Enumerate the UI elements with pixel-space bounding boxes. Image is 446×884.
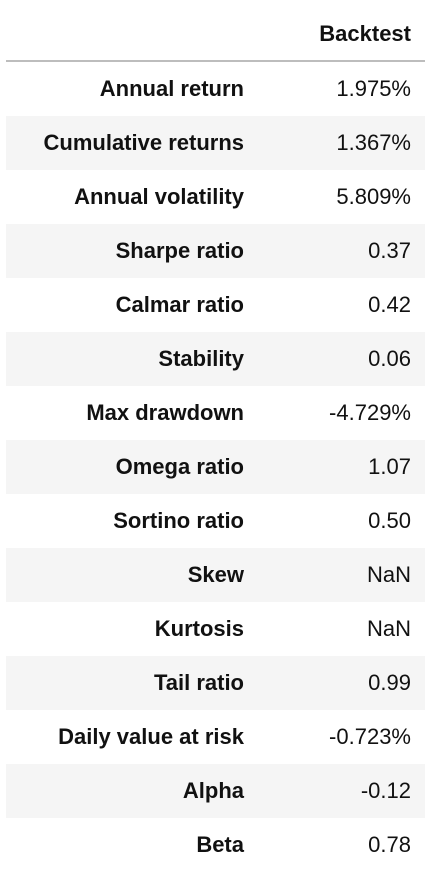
row-value: 0.06 xyxy=(368,346,411,371)
table-row: Sharpe ratio 0.37 xyxy=(6,224,425,278)
table-row: Cumulative returns 1.367% xyxy=(6,116,425,170)
row-label: Annual volatility xyxy=(74,184,244,209)
row-value: NaN xyxy=(366,562,411,587)
performance-stats-table: Backtest Annual return 1.975% Cumulative… xyxy=(6,8,425,872)
header-row: Backtest xyxy=(6,8,425,62)
backtest-column-header: Backtest xyxy=(270,8,425,62)
row-value: 0.42 xyxy=(368,292,411,317)
table-row: Annual return 1.975% xyxy=(6,61,425,116)
row-label: Kurtosis xyxy=(154,616,244,641)
row-value: 1.367% xyxy=(336,130,411,155)
table-row: Calmar ratio 0.42 xyxy=(6,278,425,332)
row-value: 5.809% xyxy=(336,184,411,209)
row-value: 0.99 xyxy=(368,670,411,695)
row-value: 1.07 xyxy=(368,454,411,479)
row-label: Calmar ratio xyxy=(115,292,244,317)
row-value: -0.723% xyxy=(329,724,411,749)
row-label: Daily value at risk xyxy=(58,724,244,749)
row-label: Cumulative returns xyxy=(43,130,245,155)
row-label: Annual return xyxy=(99,76,244,101)
row-label: Omega ratio xyxy=(115,454,244,479)
table-row: Beta 0.78 xyxy=(6,818,425,872)
table-row: Annual volatility 5.809% xyxy=(6,170,425,224)
row-value: -0.12 xyxy=(360,778,411,803)
row-label: Sharpe ratio xyxy=(115,238,244,263)
row-value: 0.78 xyxy=(368,832,411,857)
row-value: -4.729% xyxy=(329,400,411,425)
table-row: Alpha -0.12 xyxy=(6,764,425,818)
row-label: Skew xyxy=(187,562,244,587)
row-label: Sortino ratio xyxy=(113,508,244,533)
row-value: 0.37 xyxy=(368,238,411,263)
table-row: Skew NaN xyxy=(6,548,425,602)
table-row: Daily value at risk -0.723% xyxy=(6,710,425,764)
table-row: Tail ratio 0.99 xyxy=(6,656,425,710)
label-column-header xyxy=(6,8,270,62)
table-row: Max drawdown -4.729% xyxy=(6,386,425,440)
table-body: Annual return 1.975% Cumulative returns … xyxy=(6,61,425,872)
row-value: 1.975% xyxy=(336,76,411,101)
row-value: NaN xyxy=(366,616,411,641)
table-row: Omega ratio 1.07 xyxy=(6,440,425,494)
row-value: 0.50 xyxy=(368,508,411,533)
row-label: Beta xyxy=(196,832,244,857)
table-row: Sortino ratio 0.50 xyxy=(6,494,425,548)
table-header: Backtest xyxy=(6,8,425,62)
row-label: Alpha xyxy=(182,778,244,803)
row-label: Tail ratio xyxy=(153,670,244,695)
table-row: Kurtosis NaN xyxy=(6,602,425,656)
table-row: Stability 0.06 xyxy=(6,332,425,386)
row-label: Max drawdown xyxy=(86,400,244,425)
row-label: Stability xyxy=(158,346,244,371)
